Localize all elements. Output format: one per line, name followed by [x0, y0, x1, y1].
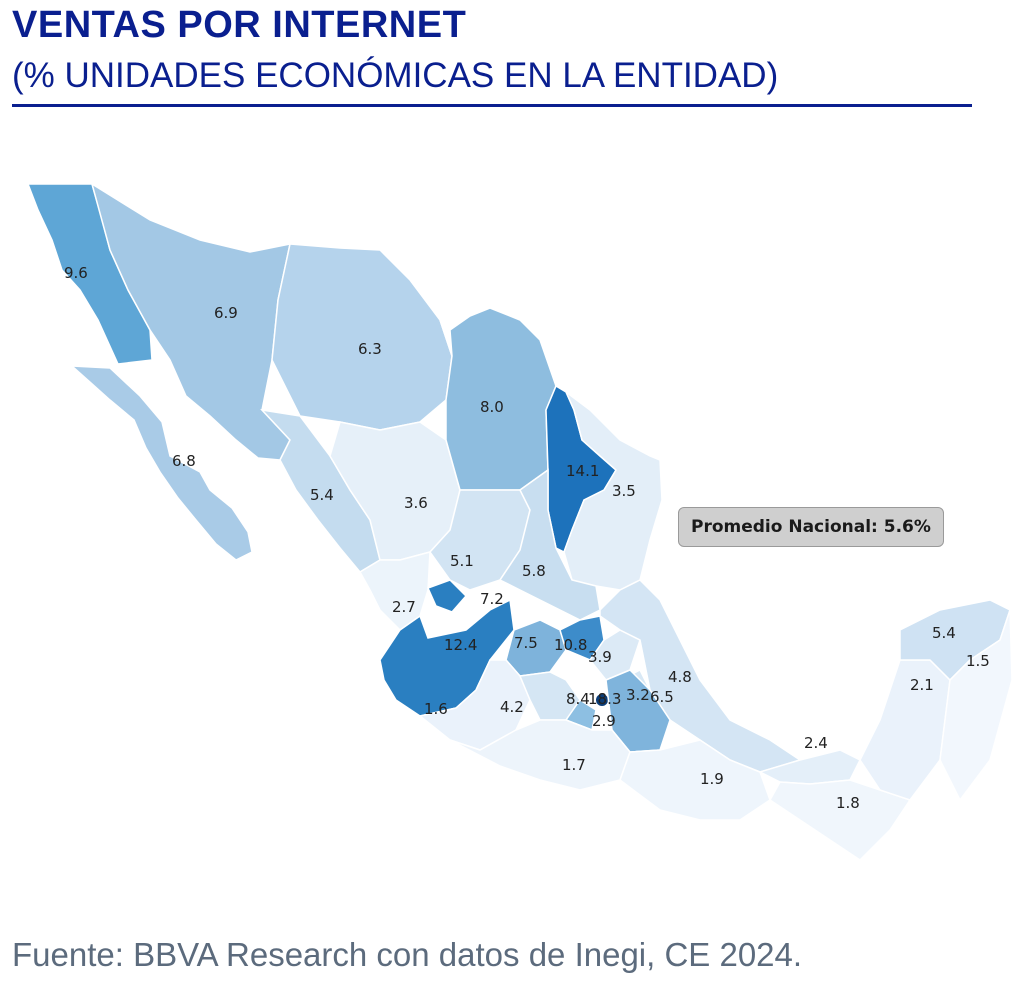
region-value-label: 3.5 — [612, 482, 636, 500]
region-value-label: 9.6 — [64, 264, 88, 282]
region-value-label: 5.8 — [522, 562, 546, 580]
region-value-label: 5.1 — [450, 552, 474, 570]
region-value-label: 7.2 — [480, 590, 504, 608]
region-value-label: 6.9 — [214, 304, 238, 322]
region-value-label: 6.8 — [172, 452, 196, 470]
region-value-label: 3.2 — [626, 686, 650, 704]
region-value-label: 8.4 — [566, 690, 590, 708]
region-value-label: 12.4 — [444, 636, 477, 654]
region-value-label: 6.5 — [650, 688, 674, 706]
region-value-label: 7.5 — [514, 634, 538, 652]
region-value-label: 5.4 — [310, 486, 334, 504]
region-value-label: 4.8 — [668, 668, 692, 686]
region-value-label: 1.7 — [562, 756, 586, 774]
region-chihuahua — [271, 243, 453, 431]
region-value-label: 5.4 — [932, 624, 956, 642]
region-value-label: 2.9 — [592, 712, 616, 730]
region-aguascalientes — [426, 579, 468, 613]
region-value-label: 14.1 — [566, 462, 599, 480]
national-average-badge: Promedio Nacional: 5.6% — [678, 507, 944, 547]
page-subtitle: (% UNIDADES ECONÓMICAS EN LA ENTIDAD) — [12, 56, 779, 95]
region-value-label: 2.1 — [910, 676, 934, 694]
region-value-label: 1.5 — [966, 652, 990, 670]
title-underline — [12, 104, 972, 107]
page-title: VENTAS POR INTERNET — [12, 4, 467, 46]
region-value-label: 3.6 — [404, 494, 428, 512]
region-baja-california-sur — [69, 365, 253, 561]
region-guerrero — [449, 719, 631, 791]
region-value-label: 2.4 — [804, 734, 828, 752]
region-cdmx — [596, 694, 608, 706]
region-value-label: 3.9 — [588, 648, 612, 666]
region-value-label: 18.3 — [588, 690, 621, 708]
region-nayarit — [358, 551, 431, 631]
region-value-label: 2.7 — [392, 598, 416, 616]
source-note: Fuente: BBVA Research con datos de Inegi… — [12, 936, 803, 973]
mexico-choropleth-map: 9.6 6.8 6.9 6.3 8.0 14.1 3.5 5.4 3.6 5.1… — [26, 182, 1013, 861]
region-value-label: 1.8 — [836, 794, 860, 812]
region-value-label: 6.3 — [358, 340, 382, 358]
region-quintana-roo — [939, 609, 1013, 802]
region-value-label: 1.6 — [424, 700, 448, 718]
region-value-label: 10.8 — [554, 636, 587, 654]
region-value-label: 1.9 — [700, 770, 724, 788]
region-value-label: 4.2 — [500, 698, 524, 716]
region-campeche — [859, 659, 951, 801]
region-value-label: 8.0 — [480, 398, 504, 416]
